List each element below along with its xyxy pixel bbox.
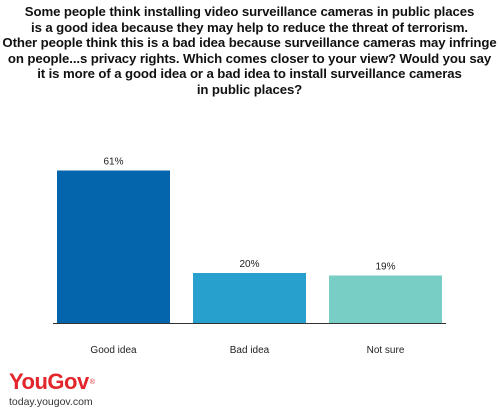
bars-group (53, 170, 446, 324)
category-labels-group: Good idea Bad idea Not sure (90, 345, 404, 356)
value-labels-group: 61% 20% 19% (103, 157, 395, 273)
value-label-bad-idea: 20% (239, 259, 259, 270)
category-label-good-idea: Good idea (90, 345, 137, 356)
value-label-not-sure: 19% (375, 262, 395, 273)
yougov-logo: YouGov® (9, 369, 95, 394)
value-label-good-idea: 61% (103, 157, 123, 168)
logo-url: today.yougov.com (9, 396, 93, 408)
logo-mark: ® (89, 379, 95, 386)
bar-not-sure (329, 275, 442, 323)
category-label-bad-idea: Bad idea (230, 345, 270, 356)
logo-name: YouGov (9, 369, 89, 394)
bar-good-idea (57, 170, 170, 323)
chart-title: Some people think installing video surve… (2, 4, 497, 97)
category-label-not-sure: Not sure (367, 345, 405, 356)
bar-bad-idea (193, 273, 306, 323)
